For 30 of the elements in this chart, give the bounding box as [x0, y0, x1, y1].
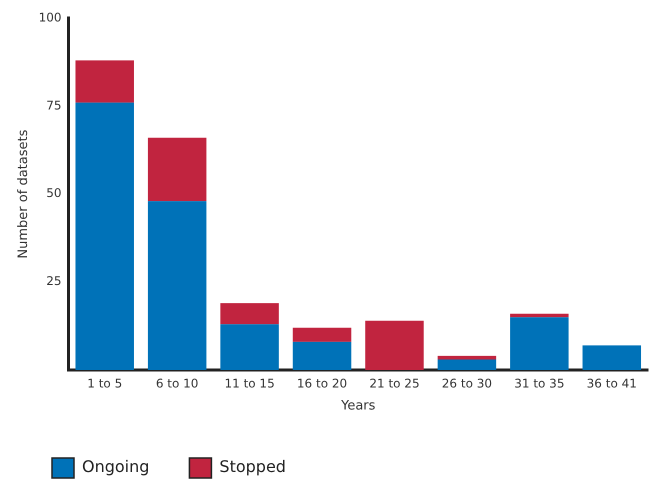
- legend-label: Ongoing: [82, 457, 150, 476]
- bar: [510, 314, 569, 318]
- x-tick-label: 1 to 5: [87, 376, 122, 390]
- x-tick-label: 31 to 35: [514, 376, 564, 390]
- y-axis-title: Number of datasets: [16, 129, 32, 259]
- bar: [510, 317, 569, 370]
- y-tick-label: 100: [38, 10, 62, 24]
- x-tick-label: 26 to 30: [442, 376, 492, 390]
- bar: [438, 359, 496, 370]
- y-tick-label: 50: [46, 186, 62, 200]
- legend-label: Stopped: [219, 457, 286, 476]
- bar: [148, 138, 206, 202]
- x-tick-label: 36 to 41: [586, 376, 637, 390]
- x-axis-title: Years: [340, 398, 376, 414]
- x-tick-label: 21 to 25: [369, 376, 420, 390]
- bar: [582, 345, 642, 370]
- bar: [75, 60, 134, 103]
- bar: [438, 356, 496, 360]
- bar: [220, 303, 279, 324]
- bar: [75, 102, 134, 370]
- bar: [292, 342, 352, 370]
- y-tick-label: 25: [46, 274, 62, 288]
- bar: [365, 320, 424, 370]
- y-tick-label: 75: [46, 98, 62, 112]
- x-tick-label: 6 to 10: [156, 376, 198, 390]
- x-tick-label: 16 to 20: [296, 376, 348, 390]
- bar: [292, 328, 352, 342]
- bar: [148, 201, 206, 370]
- x-tick-label: 11 to 15: [224, 376, 275, 390]
- bar: [220, 324, 279, 370]
